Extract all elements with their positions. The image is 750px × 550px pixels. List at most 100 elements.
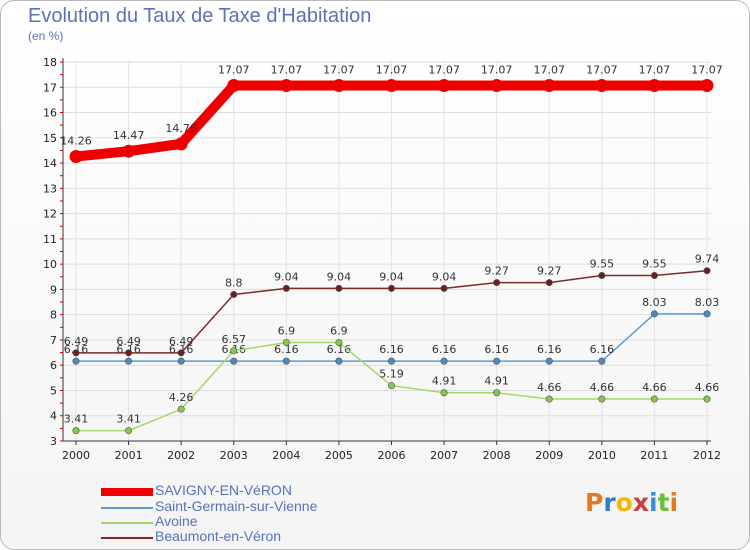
data-label-savigny-en-v-ron: 17.07: [691, 63, 723, 76]
data-label-savigny-en-v-ron: 17.07: [218, 63, 250, 76]
data-point-beaumont-en-v-ron: [650, 272, 658, 280]
y-tick-label: 17: [43, 81, 57, 94]
data-point-avoine: [177, 405, 185, 413]
data-label-beaumont-en-v-ron: 9.55: [590, 258, 615, 271]
x-tick-label: 2005: [325, 449, 353, 462]
data-label-savigny-en-v-ron: 17.07: [534, 63, 566, 76]
data-label-avoine: 6.9: [278, 324, 296, 337]
y-tick-label: 7: [50, 334, 57, 347]
y-tick-label: 16: [43, 107, 57, 120]
data-label-savigny-en-v-ron: 17.07: [639, 63, 671, 76]
legend-swatch-saint-germain: [101, 507, 153, 509]
data-label-avoine: 3.41: [116, 413, 141, 426]
data-label-beaumont-en-v-ron: 8.8: [225, 276, 243, 289]
data-label-avoine: 6.9: [330, 324, 348, 337]
data-label-saint-germain-sur-vienne: 6.16: [432, 343, 457, 356]
data-point-saint-germain-sur-vienne: [177, 357, 185, 365]
data-point-beaumont-en-v-ron: [545, 279, 553, 287]
data-point-saint-germain-sur-vienne: [230, 357, 238, 365]
data-label-saint-germain-sur-vienne: 6.16: [274, 343, 299, 356]
logo-letter: o: [615, 488, 633, 517]
proxiti-logo: Proxiti: [585, 488, 678, 517]
y-tick-label: 5: [50, 384, 57, 397]
data-point-beaumont-en-v-ron: [598, 272, 606, 280]
x-tick-label: 2009: [535, 449, 563, 462]
y-tick-label: 9: [50, 283, 57, 296]
data-point-avoine: [335, 338, 343, 346]
data-point-avoine: [282, 338, 290, 346]
data-label-savigny-en-v-ron: 17.07: [428, 63, 460, 76]
y-tick-label: 10: [43, 258, 57, 271]
data-point-saint-germain-sur-vienne: [598, 357, 606, 365]
legend-label-savigny: SAVIGNY-EN-VéRON: [155, 482, 292, 498]
data-point-savigny-en-v-ron: [279, 78, 293, 92]
data-point-saint-germain-sur-vienne: [335, 357, 343, 365]
chart-subtitle: (en %): [28, 29, 64, 43]
data-point-avoine: [703, 395, 711, 403]
legend-label-beaumont: Beaumont-en-Véron: [155, 528, 282, 544]
data-label-saint-germain-sur-vienne: 6.16: [327, 343, 352, 356]
data-label-beaumont-en-v-ron: 9.04: [379, 270, 404, 283]
logo-letter: i: [649, 488, 658, 517]
data-point-avoine: [440, 389, 448, 397]
logo-letter: t: [657, 488, 670, 517]
legend-swatch-savigny: [101, 488, 153, 496]
data-point-savigny-en-v-ron: [69, 149, 83, 163]
data-label-avoine: 6.57: [222, 333, 247, 346]
data-label-beaumont-en-v-ron: 6.49: [116, 335, 141, 348]
x-tick-label: 2011: [640, 449, 668, 462]
y-tick-label: 18: [43, 56, 57, 69]
data-point-beaumont-en-v-ron: [703, 267, 711, 275]
data-label-saint-germain-sur-vienne: 6.16: [379, 343, 404, 356]
y-tick-label: 11: [43, 233, 57, 246]
data-label-avoine: 4.66: [590, 381, 615, 394]
data-label-avoine: 4.66: [642, 381, 667, 394]
data-label-avoine: 4.66: [537, 381, 562, 394]
logo-letter: x: [632, 488, 649, 517]
logo-letter: P: [585, 488, 604, 517]
data-label-beaumont-en-v-ron: 9.74: [695, 253, 720, 266]
legend-swatch-beaumont: [101, 537, 153, 539]
data-point-beaumont-en-v-ron: [125, 349, 133, 357]
legend-swatch-avoine: [101, 522, 153, 524]
x-tick-label: 2001: [115, 449, 143, 462]
data-label-avoine: 3.41: [64, 413, 89, 426]
logo-letter: i: [669, 488, 679, 517]
data-point-saint-germain-sur-vienne: [440, 357, 448, 365]
legend-label-saint-germain: Saint-Germain-sur-Vienne: [155, 498, 318, 514]
logo-letter: r: [603, 488, 616, 517]
data-point-saint-germain-sur-vienne: [125, 357, 133, 365]
data-point-avoine: [387, 382, 395, 390]
data-point-beaumont-en-v-ron: [282, 284, 290, 292]
data-point-savigny-en-v-ron: [542, 78, 556, 92]
y-tick-label: 12: [43, 208, 57, 221]
x-tick-label: 2007: [430, 449, 458, 462]
data-label-beaumont-en-v-ron: 6.49: [64, 335, 89, 348]
data-label-saint-germain-sur-vienne: 6.16: [590, 343, 615, 356]
data-point-beaumont-en-v-ron: [177, 349, 185, 357]
data-point-beaumont-en-v-ron: [335, 284, 343, 292]
data-point-savigny-en-v-ron: [490, 78, 504, 92]
data-point-savigny-en-v-ron: [174, 137, 188, 151]
data-point-beaumont-en-v-ron: [230, 290, 238, 298]
data-point-savigny-en-v-ron: [437, 78, 451, 92]
data-point-savigny-en-v-ron: [595, 78, 609, 92]
data-point-beaumont-en-v-ron: [493, 279, 501, 287]
y-tick-label: 3: [50, 435, 57, 448]
x-tick-label: 2010: [588, 449, 616, 462]
y-tick-label: 13: [43, 182, 57, 195]
data-label-saint-germain-sur-vienne: 8.03: [642, 296, 667, 309]
chart-title: Evolution du Taux de Taxe d'Habitation: [28, 5, 372, 27]
x-tick-label: 2004: [272, 449, 300, 462]
data-point-savigny-en-v-ron: [332, 78, 346, 92]
data-label-savigny-en-v-ron: 14.76: [165, 122, 197, 135]
data-label-beaumont-en-v-ron: 9.27: [537, 265, 562, 278]
x-tick-label: 2002: [167, 449, 195, 462]
data-label-savigny-en-v-ron: 17.07: [586, 63, 618, 76]
data-point-saint-germain-sur-vienne: [703, 310, 711, 318]
data-point-beaumont-en-v-ron: [440, 284, 448, 292]
x-tick-label: 2012: [693, 449, 721, 462]
data-point-saint-germain-sur-vienne: [545, 357, 553, 365]
data-point-savigny-en-v-ron: [385, 78, 398, 92]
